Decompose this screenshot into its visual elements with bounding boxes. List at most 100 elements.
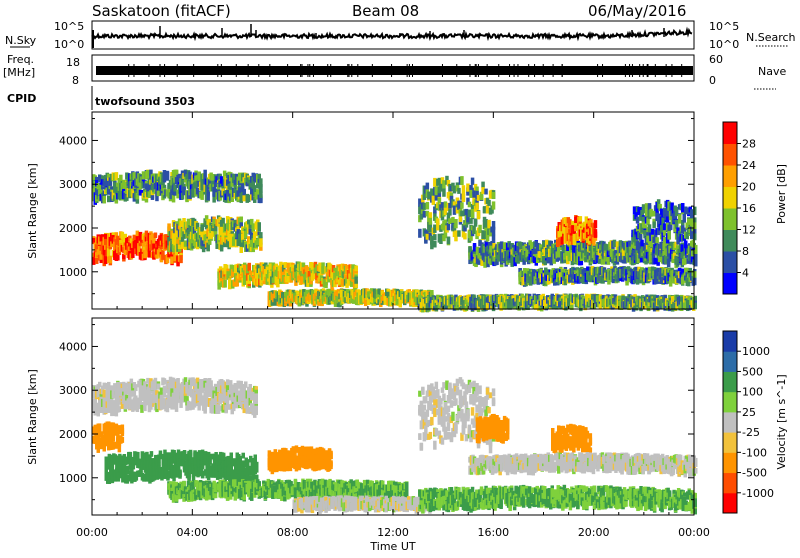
power-cell [433,241,437,248]
cpid-value: twofsound 3503 [95,95,195,108]
power-cell [462,194,466,202]
nsky-label: N.Sky [5,34,37,47]
power-cell [170,257,174,264]
power-cell [481,230,485,239]
power-cell [259,232,263,238]
power-cell [418,229,422,238]
power-cell [429,217,433,225]
nsearch-tick-high: 10^5 [709,20,739,33]
power-cell [681,244,685,252]
power-cell [179,221,183,228]
power-cell [240,217,244,224]
power-cell [116,255,120,261]
power-cell [433,225,437,233]
power-cell [92,257,96,265]
power-cell [146,170,150,178]
freq-band [96,66,693,75]
power-cell [636,241,640,250]
nave-tick-high: 60 [709,53,723,66]
freq-trace [96,64,693,77]
power-cell [477,195,481,201]
beam-title: Beam 08 [352,2,419,20]
power-cell [492,227,496,235]
power-cell [240,193,244,200]
cpid-row: CPID twofsound 3503 [7,86,195,110]
power-cell [436,218,440,224]
power-cell [442,189,446,197]
power-cell [454,219,458,228]
power-cell [142,171,146,179]
power-cell [457,188,461,194]
power-cell [167,223,171,231]
power-cell [447,237,451,244]
power-cell [477,211,481,220]
power-cell [197,172,201,181]
power-cell [471,209,475,218]
power-cell [243,195,247,201]
power-cell [179,255,183,263]
power-cell [435,189,439,195]
power-cell [429,212,433,218]
nave-tick-low: 0 [709,74,716,87]
cpid-label: CPID [7,92,36,105]
date-title: 06/May/2016 [588,2,686,20]
power-cell [442,180,446,189]
power-cell [462,185,466,192]
power-cell [223,280,227,288]
power-cell [594,220,598,228]
power-cell [448,208,452,215]
power-cell [259,178,263,187]
power-cell [429,227,433,233]
power-cell [453,206,457,215]
power-cell [613,240,617,247]
power-cell [637,207,641,215]
power-cell [486,205,490,214]
power-cell [248,263,252,271]
power-cell [420,213,424,219]
power-heatmap [92,170,698,313]
nsky-trace [92,24,692,48]
power-cell [166,172,170,181]
power-cell [284,262,288,268]
power-cell [468,210,472,218]
power-cell [423,211,427,218]
power-cell [457,230,461,236]
power-cell [474,219,478,227]
nsearch-tick-low: 10^0 [709,38,739,51]
power-cell [503,242,507,249]
power-cell [426,183,430,190]
power-cell [184,240,188,246]
power-cell [460,176,464,185]
power-cell [594,232,598,238]
power-cell [276,278,280,287]
power-cell [486,236,490,242]
power-cell [607,257,611,265]
power-cell [478,225,482,233]
power-cell [463,233,467,239]
power-cell [472,226,476,234]
power-cell [341,279,345,286]
power-cell [181,242,185,249]
freq-panel: Freq. [MHz] 18 8 60 0 Nave [3,53,786,89]
power-cell [228,280,232,289]
power-cell [430,188,434,196]
power-cell [453,186,457,194]
power-cell [547,257,551,263]
power-cell [191,188,195,197]
power-cell [426,202,430,210]
power-cell [200,224,204,230]
power-cell [469,190,473,198]
power-cell [460,202,464,208]
nsky-panel: N.Sky 10^5 10^0 10^5 10^0 N.Search [5,20,796,51]
power-cell [154,233,158,239]
power-cell [433,234,437,240]
power-cell [308,271,312,277]
nsky-tick-low: 10^0 [54,38,84,51]
power-cell [519,242,523,249]
power-cell [574,225,578,231]
power-cell [444,208,448,215]
freq-tick-low: 8 [72,74,79,87]
power-cell [492,192,496,199]
power-cell [247,195,251,202]
